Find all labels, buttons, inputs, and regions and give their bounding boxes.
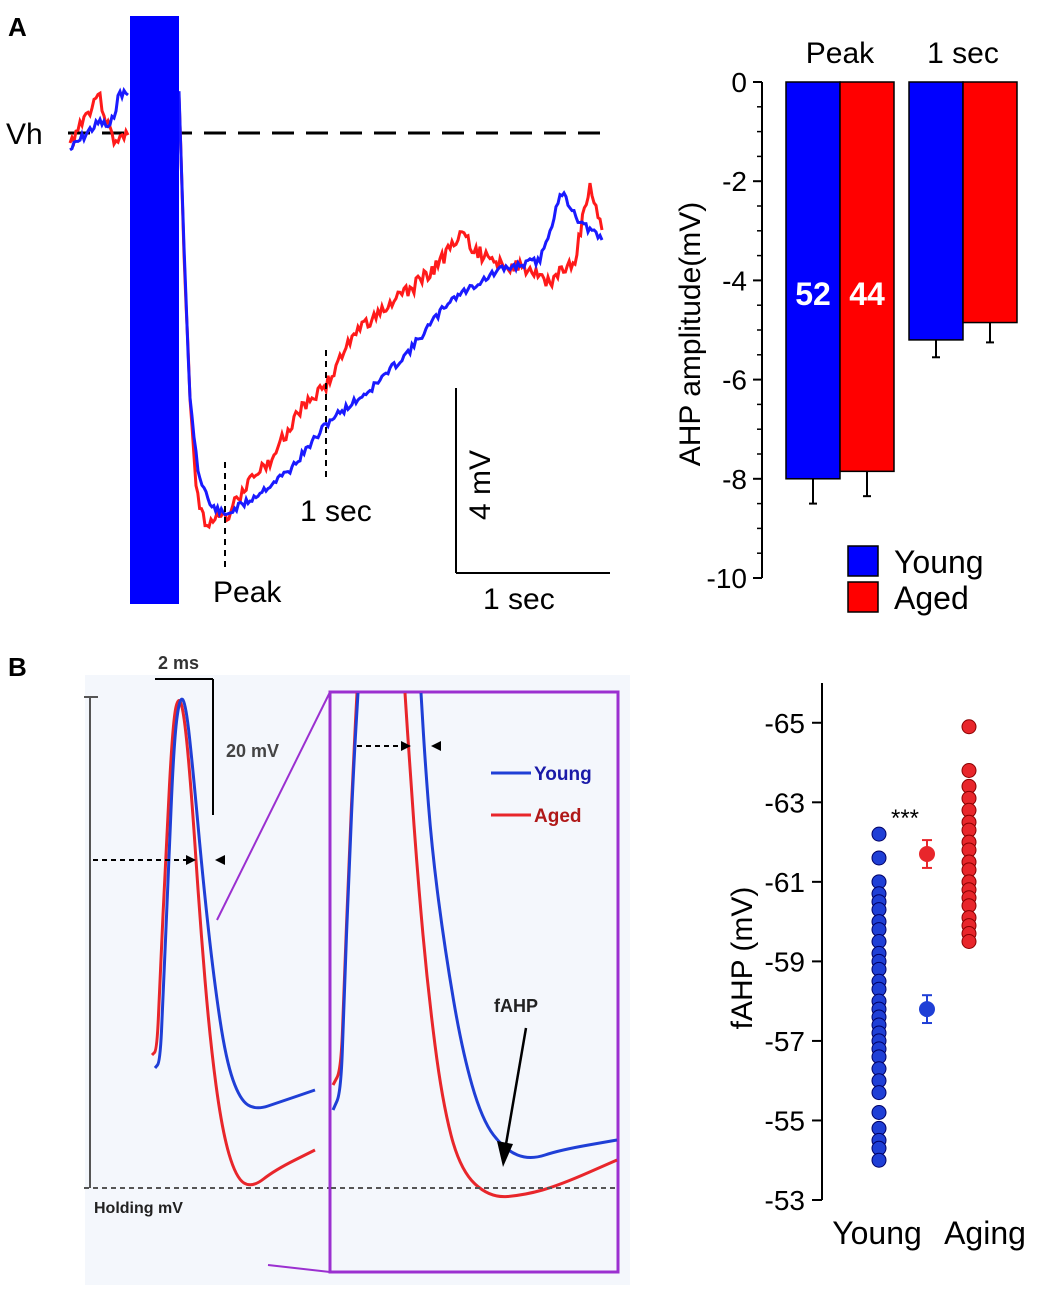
- zoom-right-arrowhead-icon: [401, 741, 411, 751]
- time-scale-label: 2 ms: [158, 653, 199, 673]
- fahp-arrow-shaft: [503, 1027, 528, 1151]
- scatter-point-young: [871, 1152, 887, 1168]
- legend-swatch-aged: [847, 581, 879, 613]
- aged-ap-trace: [150, 699, 316, 1187]
- bar-category-label: Peak: [806, 37, 875, 70]
- bar-aged-1: [962, 81, 1018, 324]
- bar-ytick-label: -10: [707, 563, 747, 594]
- bar-n-label: 44: [849, 276, 885, 312]
- peak-label: Peak: [213, 576, 282, 609]
- zoom-box: [328, 690, 620, 1274]
- bar-n-label: 52: [795, 276, 831, 312]
- scatter-ytick-label: -63: [765, 787, 805, 818]
- scatter-point-aging: [961, 719, 977, 735]
- scatter-ytick-label: -59: [765, 946, 805, 977]
- action-potential-plot: Holding mV 2 ms 20 mV Young Aged fAHP: [84, 653, 630, 1285]
- holding-label: Holding mV: [94, 1200, 183, 1217]
- bar-ytick-label: 0: [731, 67, 747, 98]
- fahp-arrowhead-icon: [497, 1141, 513, 1167]
- ahp-trace-plot: Vh Peak 1 sec 4 mV 1 sec: [6, 16, 612, 616]
- scatter-point-aging: [961, 762, 977, 778]
- scatter-point-young: [871, 1085, 887, 1101]
- scatter-category-aging: Aging: [944, 1215, 1026, 1251]
- legend-swatch-young: [847, 545, 879, 577]
- bar-young-1: [908, 81, 964, 341]
- ahp-bar-chart: AHP amplitude(mV) 0 -2 -4 -6 -8 -10 52 44 Peak 1…: [674, 37, 1018, 616]
- scatter-ytick-label: -55: [765, 1105, 805, 1136]
- scatter-point-young: [871, 826, 887, 842]
- young-trace: [69, 86, 604, 519]
- fahp-scatter-plot: fAHP (mV) -65 -63 -61 -59 -57 -55 -53 *** Youn…: [726, 683, 1026, 1251]
- legend-aged-label: Aged: [534, 806, 582, 827]
- scale-y-label: 4 mV: [464, 450, 497, 520]
- scatter-category-young: Young: [832, 1215, 922, 1251]
- fahp-label: fAHP: [494, 996, 538, 1016]
- young-ap-trace: [153, 697, 316, 1110]
- scale-x-label: 1 sec: [483, 583, 555, 616]
- legend-label-young: Young: [894, 544, 984, 580]
- bar-ylabel: AHP amplitude(mV): [674, 202, 707, 467]
- scatter-mean-aging: [919, 846, 935, 863]
- one-sec-marker-label: 1 sec: [300, 495, 372, 528]
- bar-ytick-label: -8: [722, 464, 747, 495]
- zoom-connector-top: [216, 691, 331, 921]
- panel-a-label: A: [8, 12, 27, 42]
- left-arrowhead-icon: [215, 855, 225, 865]
- scatter-ylabel: fAHP (mV): [726, 887, 759, 1030]
- zoom-connector-bottom: [267, 1264, 331, 1273]
- scatter-ytick-label: -61: [765, 867, 805, 898]
- significance-label: ***: [891, 805, 919, 832]
- bar-category-label: 1 sec: [927, 37, 999, 70]
- panel-b-label: B: [8, 652, 27, 682]
- stimulus-block: [130, 16, 179, 604]
- young-zoom-trace: [331, 692, 618, 1159]
- legend-young-label: Young: [534, 764, 592, 785]
- bar-ytick-label: -6: [722, 365, 747, 396]
- scatter-point-young: [871, 850, 887, 866]
- bar-young-0: [785, 81, 841, 480]
- scatter-point-aging: [961, 934, 977, 949]
- zoom-left-arrowhead-icon: [431, 741, 441, 751]
- scatter-ytick-label: -53: [765, 1185, 805, 1216]
- legend-label-aged: Aged: [894, 580, 969, 616]
- volt-scale-label: 20 mV: [226, 741, 279, 761]
- bar-ytick-label: -2: [722, 166, 747, 197]
- vh-label: Vh: [6, 118, 43, 151]
- scatter-mean-young: [919, 1001, 935, 1018]
- bar-ytick-label: -4: [722, 265, 747, 296]
- right-arrowhead-icon: [186, 855, 196, 865]
- aged-trace: [68, 90, 604, 530]
- scatter-point-young: [871, 1105, 887, 1121]
- scatter-ytick-label: -65: [765, 708, 805, 739]
- scatter-ytick-label: -57: [765, 1026, 805, 1057]
